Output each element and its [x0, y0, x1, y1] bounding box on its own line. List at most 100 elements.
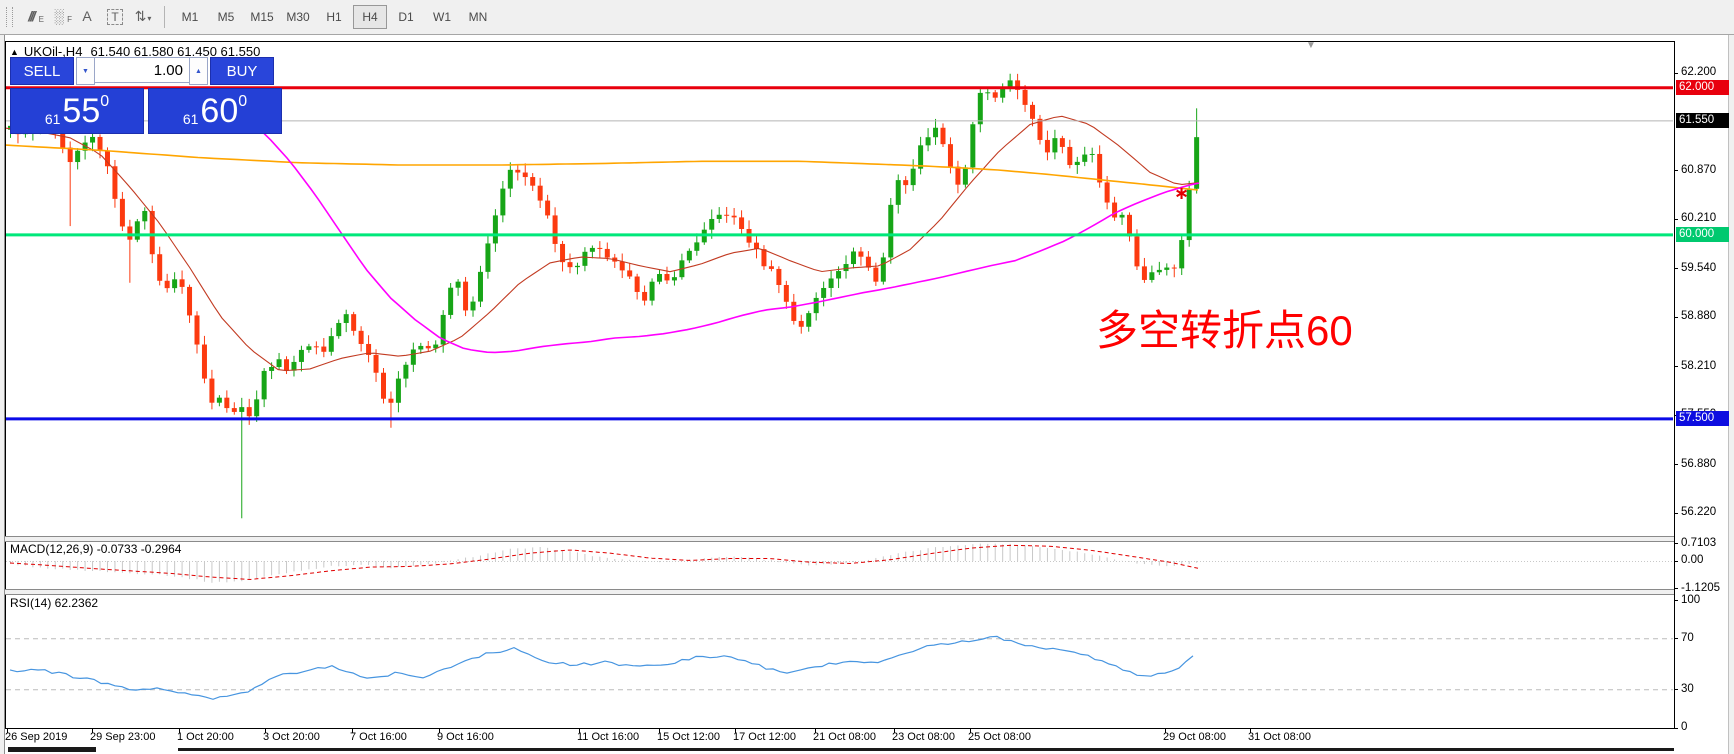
candle-body [216, 397, 222, 403]
candle-body [1149, 272, 1155, 280]
candle-body [164, 280, 170, 289]
candle-body [1186, 188, 1192, 241]
candle-body [440, 314, 446, 345]
candle-body [276, 359, 282, 367]
timeframe-h4[interactable]: H4 [353, 5, 387, 29]
candle-body [1119, 214, 1125, 218]
timeframe-mn[interactable]: MN [468, 10, 488, 24]
ask-pipette: 0 [238, 93, 248, 110]
indicators-e-icon[interactable]: ///E [28, 8, 44, 24]
candle-body [142, 210, 148, 222]
candle-body [395, 378, 401, 403]
time-axis-label: 15 Oct 12:00 [657, 731, 720, 743]
collapse-panel-icon[interactable]: ▲ [10, 47, 19, 57]
toolbar-separator [164, 6, 165, 28]
time-axis-tick [659, 728, 660, 733]
candle-body [1082, 154, 1088, 162]
timeframe-m15[interactable]: M15 [250, 10, 274, 24]
time-axis-label: 11 Oct 16:00 [577, 731, 640, 743]
timeframe-h1[interactable]: H1 [326, 10, 342, 24]
bid-price-button[interactable]: 61 55 0 [10, 88, 144, 134]
toolbar-icon-group: ///E ░ F A T ⇅ ▾ [17, 4, 157, 30]
candle-body [545, 200, 551, 216]
candle-body [664, 274, 670, 281]
macd-label: MACD(12,26,9) -0.0733 -0.2964 [10, 542, 182, 556]
timeframe-bar: M1 M5 M15 M30 H1 H4 D1 W1 MN [172, 5, 496, 29]
ask-price-button[interactable]: 61 60 0 [148, 88, 282, 134]
toolbar-drag-handle[interactable] [6, 7, 13, 27]
candle-body [298, 349, 304, 362]
textbox-t-icon[interactable]: T [101, 4, 129, 30]
scrollbar-thumb[interactable] [8, 747, 96, 752]
candle-body [1015, 80, 1021, 90]
candle-body [649, 281, 655, 301]
price-tick [1674, 366, 1678, 368]
timeframe-d1[interactable]: D1 [398, 10, 414, 24]
candle-body [940, 127, 946, 145]
candle-body [1164, 267, 1170, 270]
candle-body [582, 251, 588, 266]
price-badge-60.000: 60.000 [1676, 226, 1729, 242]
candle-body [686, 250, 692, 261]
candle-body [463, 281, 469, 311]
candle-body [157, 254, 163, 281]
macd-panel-divider[interactable] [5, 536, 1674, 542]
text-label-a-icon[interactable]: A [82, 8, 92, 24]
candle-body [231, 408, 237, 412]
buy-button[interactable]: BUY [210, 57, 274, 85]
rsi-tick-label: 0 [1681, 721, 1688, 733]
price-tick [1674, 170, 1678, 172]
timeframe-m30[interactable]: M30 [286, 10, 310, 24]
candle-body [358, 330, 364, 344]
chart-annotation[interactable]: 多空转折点60 [1096, 307, 1353, 354]
chart-shift-marker-icon: ▼ [1306, 40, 1316, 51]
volume-input[interactable] [95, 57, 189, 83]
candle-body [1089, 153, 1095, 155]
trade-panel-price-row: 61 55 0 61 60 0 [10, 88, 282, 134]
macd-tick-label: -1.1205 [1681, 581, 1721, 594]
arrange-arrows-icon[interactable]: ⇅ ▾ [134, 8, 152, 24]
candle-body [291, 361, 297, 371]
timeframe-m5[interactable]: M5 [217, 10, 235, 24]
candle-body [955, 166, 961, 185]
sell-button[interactable]: SELL [10, 57, 74, 85]
candle-body [1179, 240, 1185, 269]
candle-body [791, 301, 797, 321]
candle-body [455, 281, 461, 288]
volume-decrease-button[interactable]: ▼ [76, 57, 95, 85]
rsi-panel-divider[interactable] [5, 589, 1674, 595]
candle-body [530, 177, 536, 186]
price-badge-61.550: 61.550 [1676, 112, 1729, 128]
price-tick-label: 58.880 [1681, 310, 1717, 323]
ohlc-values: 61.540 61.580 61.450 61.550 [90, 44, 261, 59]
candle-body [97, 136, 103, 151]
timeframe-w1[interactable]: W1 [433, 10, 451, 24]
candle-body [351, 314, 357, 331]
candle-body [1059, 138, 1065, 147]
candle-body [783, 285, 789, 302]
candle-body [418, 345, 424, 350]
time-axis-tick [265, 728, 266, 733]
volume-increase-button[interactable]: ▲ [189, 57, 208, 85]
candle-body [112, 166, 118, 199]
window-right-strip [1728, 0, 1734, 754]
timeframe-m1[interactable]: M1 [181, 10, 199, 24]
price-tick-label: 56.220 [1681, 506, 1717, 519]
window-left-edge [0, 35, 5, 754]
ask-prefix: 61 [182, 111, 199, 127]
grid-f-icon[interactable]: ░ F [54, 8, 72, 24]
price-tick [1674, 512, 1678, 514]
candle-body [209, 378, 215, 403]
candle-body [574, 265, 580, 268]
price-tick [1674, 218, 1678, 220]
candle-body [425, 345, 431, 349]
candle-body [836, 271, 842, 279]
candle-body [507, 169, 513, 189]
candle-body [172, 279, 178, 289]
candle-body [880, 257, 886, 282]
scrollbar-track-bar[interactable] [178, 748, 1674, 751]
time-axis-tick [179, 728, 180, 733]
candle-body [515, 169, 521, 173]
candle-body [962, 167, 968, 185]
